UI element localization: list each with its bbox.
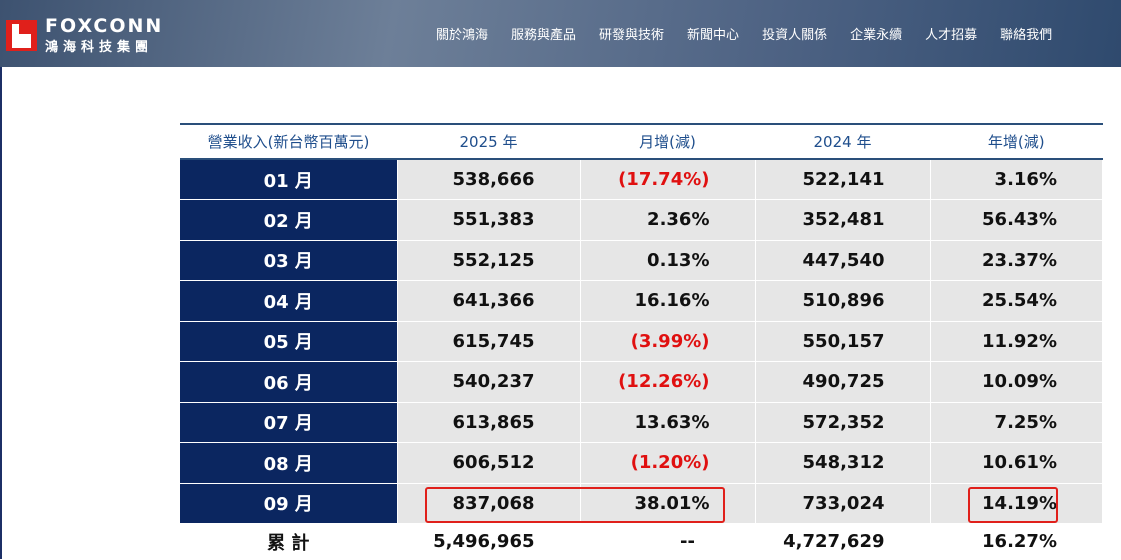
table-row: 05 月 615,745 (3.99%) 550,157 11.92% xyxy=(180,321,1103,362)
mom-cell: 38.01% xyxy=(580,483,756,524)
month-cell: 09 月 xyxy=(180,483,398,524)
brand-zh: 鴻海科技集團 xyxy=(45,40,154,55)
revenue-2025-cell: 5,496,965 xyxy=(397,523,581,560)
revenue-table: 營業收入(新台幣百萬元) 2025 年 月增(減) 2024 年 年增(減) 0… xyxy=(180,123,1103,560)
table-row: 07 月 613,865 13.63% 572,352 7.25% xyxy=(180,402,1103,443)
mom-cell: -- xyxy=(580,523,756,560)
revenue-2024-cell: 4,727,629 xyxy=(755,523,931,560)
revenue-2024-cell: 522,141 xyxy=(755,159,931,200)
revenue-2024-cell: 733,024 xyxy=(755,483,931,524)
table-row: 02 月 551,383 2.36% 352,481 56.43% xyxy=(180,199,1103,241)
month-cell: 08 月 xyxy=(180,442,398,484)
revenue-2024-cell: 572,352 xyxy=(755,402,931,443)
revenue-2024-cell: 490,725 xyxy=(755,361,931,403)
yoy-cell: 14.19% xyxy=(930,483,1103,524)
table-row: 06 月 540,237 (12.26%) 490,725 10.09% xyxy=(180,361,1103,403)
total-row: 累 計 5,496,965 -- 4,727,629 16.27% xyxy=(180,523,1103,560)
mom-cell: (17.74%) xyxy=(580,159,756,200)
month-cell: 02 月 xyxy=(180,199,398,241)
highlight-sep-2025 xyxy=(425,487,725,523)
table-row: 08 月 606,512 (1.20%) 548,312 10.61% xyxy=(180,442,1103,484)
nav-investors[interactable]: 投資人關係 xyxy=(762,28,828,43)
revenue-2024-cell: 550,157 xyxy=(755,321,931,362)
yoy-cell: 10.09% xyxy=(930,361,1103,403)
month-cell: 03 月 xyxy=(180,240,398,281)
mom-cell: (12.26%) xyxy=(580,361,756,403)
revenue-2025-cell: 538,666 xyxy=(397,159,581,200)
yoy-cell: 11.92% xyxy=(930,321,1103,362)
mom-cell: 0.13% xyxy=(580,240,756,281)
mom-cell: 13.63% xyxy=(580,402,756,443)
main-nav: 關於鴻海 服務與產品 研發與技術 新聞中心 投資人關係 企業永續 人才招募 聯絡… xyxy=(436,24,1075,43)
left-border xyxy=(0,67,2,559)
table-row: 04 月 641,366 16.16% 510,896 25.54% xyxy=(180,280,1103,322)
highlight-sep-yoy xyxy=(968,487,1058,523)
yoy-cell: 25.54% xyxy=(930,280,1103,322)
month-cell: 01 月 xyxy=(180,159,398,200)
foxconn-h-icon xyxy=(6,20,37,51)
revenue-2024-cell: 548,312 xyxy=(755,442,931,484)
nav-rd[interactable]: 研發與技術 xyxy=(599,28,665,43)
header-mom: 月增(減) xyxy=(580,123,755,160)
revenue-2025-cell: 552,125 xyxy=(397,240,581,281)
month-cell: 04 月 xyxy=(180,280,398,322)
month-cell: 07 月 xyxy=(180,402,398,443)
table-row: 03 月 552,125 0.13% 447,540 23.37% xyxy=(180,240,1103,281)
mom-cell: (3.99%) xyxy=(580,321,756,362)
table-row: 09 月 837,068 38.01% 733,024 14.19% xyxy=(180,483,1103,524)
month-cell: 06 月 xyxy=(180,361,398,403)
revenue-2025-cell: 641,366 xyxy=(397,280,581,322)
yoy-cell: 10.61% xyxy=(930,442,1103,484)
revenue-2024-cell: 447,540 xyxy=(755,240,931,281)
yoy-cell: 7.25% xyxy=(930,402,1103,443)
nav-careers[interactable]: 人才招募 xyxy=(925,28,978,43)
month-cell: 累 計 xyxy=(180,523,398,560)
mom-cell: 16.16% xyxy=(580,280,756,322)
revenue-2024-cell: 352,481 xyxy=(755,199,931,241)
month-cell: 05 月 xyxy=(180,321,398,362)
revenue-2025-cell: 613,865 xyxy=(397,402,581,443)
revenue-2025-cell: 615,745 xyxy=(397,321,581,362)
header-2024: 2024 年 xyxy=(755,123,930,160)
table-row: 01 月 538,666 (17.74%) 522,141 3.16% xyxy=(180,159,1103,200)
foxconn-logo[interactable]: FOXCONN 鴻海科技集團 xyxy=(6,16,163,55)
nav-about[interactable]: 關於鴻海 xyxy=(436,28,489,43)
yoy-cell: 3.16% xyxy=(930,159,1103,200)
mom-cell: (1.20%) xyxy=(580,442,756,484)
yoy-cell: 56.43% xyxy=(930,199,1103,241)
yoy-cell: 16.27% xyxy=(930,523,1103,560)
revenue-2024-cell: 510,896 xyxy=(755,280,931,322)
header-label: 營業收入(新台幣百萬元) xyxy=(180,123,397,160)
nav-products[interactable]: 服務與產品 xyxy=(511,28,577,43)
yoy-cell: 23.37% xyxy=(930,240,1103,281)
brand-en: FOXCONN xyxy=(45,15,164,37)
nav-news[interactable]: 新聞中心 xyxy=(687,28,740,43)
site-header: FOXCONN 鴻海科技集團 關於鴻海 服務與產品 研發與技術 新聞中心 投資人… xyxy=(0,0,1121,67)
nav-contact[interactable]: 聯絡我們 xyxy=(1000,28,1053,43)
header-yoy: 年增(減) xyxy=(930,123,1103,160)
header-2025: 2025 年 xyxy=(397,123,580,160)
revenue-2025-cell: 606,512 xyxy=(397,442,581,484)
nav-sustainability[interactable]: 企業永續 xyxy=(850,28,903,43)
revenue-2025-cell: 540,237 xyxy=(397,361,581,403)
mom-cell: 2.36% xyxy=(580,199,756,241)
revenue-2025-cell: 551,383 xyxy=(397,199,581,241)
